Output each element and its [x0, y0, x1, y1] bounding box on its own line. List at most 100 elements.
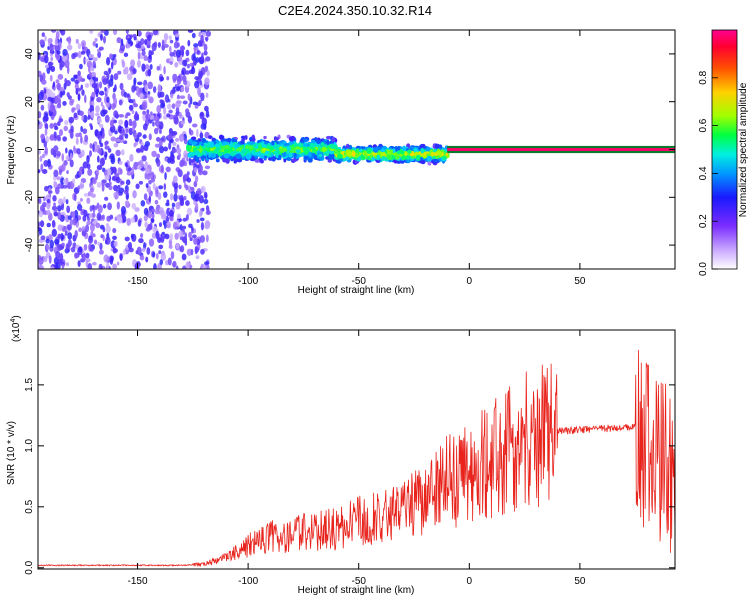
spectrogram-cell [108, 53, 113, 60]
spectrogram-cell [40, 133, 45, 140]
spectrogram-cell [191, 229, 194, 234]
spectrogram-cell [186, 248, 193, 256]
spectrogram-cell [117, 184, 121, 190]
spectrogram-cell [288, 141, 293, 146]
spectrogram-cell [123, 68, 126, 75]
spectrogram-cell [96, 164, 103, 171]
spectrogram-cell [193, 237, 198, 245]
spectrogram-cell [38, 254, 42, 261]
spectrogram-cell [120, 180, 125, 185]
spectrogram-cell [153, 127, 159, 135]
spectrogram-cell [158, 207, 165, 216]
spectrogram-cell [194, 76, 200, 81]
spectrogram-cell [83, 243, 88, 251]
spectrogram-cell [80, 135, 83, 144]
spectrogram-cell [173, 116, 179, 125]
spectrogram-cell [188, 189, 192, 193]
spectrogram-cell [170, 251, 175, 260]
spectrogram-cell [66, 44, 73, 51]
spectrogram-cell [72, 242, 77, 249]
spectrogram-cell [169, 153, 175, 162]
spectrogram-cell [141, 101, 148, 111]
spectrogram-cell [134, 207, 140, 212]
spectrogram-cell [46, 222, 51, 228]
spectrogram-cell [75, 39, 79, 44]
spectrogram-cell [172, 175, 178, 184]
spectrogram-cell [147, 81, 153, 90]
spectrogram-cell [131, 202, 137, 210]
spectrogram-cell [204, 77, 210, 86]
spectrogram-cell [143, 214, 148, 222]
spectrogram-cell [66, 170, 69, 175]
spectrogram-cell [366, 148, 373, 154]
spectrogram-cell [148, 179, 152, 185]
spectrogram-cell [175, 49, 181, 58]
spectrogram-cell [185, 108, 190, 114]
spectrogram-cell [49, 239, 55, 249]
spectrogram-cell [160, 102, 166, 109]
spectrogram-cell [337, 148, 341, 154]
spectrogram-cell [67, 36, 72, 45]
spectrogram-cell [143, 55, 148, 61]
spectrogram-cell [39, 155, 43, 162]
spectrogram-cell [180, 200, 185, 207]
spectrogram-cell [38, 210, 43, 218]
spectrogram-cell [57, 73, 64, 80]
spectrogram-cell [44, 35, 47, 42]
spectrogram-cell [113, 240, 118, 247]
spectrogram-cell [112, 228, 117, 234]
spectrogram-cell [102, 203, 107, 209]
spectrogram-cell [86, 220, 92, 226]
spectrogram-cell [58, 129, 64, 136]
spectrogram-cell [54, 126, 59, 131]
spectrogram-cell [56, 50, 61, 55]
spectrogram-cell [140, 233, 144, 238]
spectrogram-cell [141, 63, 146, 72]
spectrogram-cell [149, 171, 155, 178]
spectrogram-cell [205, 143, 210, 148]
spectrogram-cell [149, 222, 153, 231]
spectrogram-cell [113, 167, 117, 175]
spectrogram-cell [295, 149, 301, 154]
spectrogram-cell [203, 191, 208, 199]
spectrogram-cell [220, 145, 225, 150]
colorbar-tick-label: 0.0 [698, 262, 709, 276]
spectrogram-cell [194, 175, 199, 183]
spectrogram-cell [254, 159, 260, 163]
spectrogram-cell [131, 85, 136, 93]
spectrogram-cell [185, 145, 192, 151]
spectrogram-cell [181, 70, 185, 75]
spectrogram-cell [140, 142, 144, 147]
spectrogram-cell [63, 184, 68, 189]
spectrogram-cell [53, 180, 56, 188]
spectrogram-cell [199, 217, 205, 222]
spectrogram-cell [61, 242, 65, 247]
spectrogram-cell [100, 101, 104, 107]
spectrogram-cell [133, 142, 137, 148]
spectrogram-cell [57, 211, 62, 220]
spectrogram-cell [164, 171, 167, 180]
spectrogram-cell [171, 103, 176, 109]
spectrogram-cell [49, 74, 53, 82]
spectrogram-cell [234, 144, 241, 148]
spectrogram-cell [312, 147, 317, 153]
x-tick-label: -100 [238, 276, 258, 287]
spectrogram-cell [142, 110, 147, 115]
spectrogram-cell [202, 150, 206, 155]
spectrogram-cell [174, 232, 179, 240]
spectrogram-cell [64, 230, 68, 236]
spectrogram-cell [224, 148, 229, 154]
spectrogram-cell [125, 179, 131, 186]
spectrogram-cell [375, 159, 381, 163]
spectrogram-cell [200, 248, 205, 255]
spectrogram-cell [188, 138, 193, 145]
spectrogram-cell [78, 246, 83, 253]
spectrogram-cell [154, 210, 161, 215]
spectrogram-cell [163, 66, 166, 75]
spectrogram-cell [91, 82, 98, 89]
spectrogram-cell [88, 150, 93, 157]
spectrogram-cell [126, 171, 132, 176]
spectrogram-cell [176, 219, 180, 226]
spectrogram-cell [140, 200, 146, 207]
spectrogram-cell [89, 30, 94, 34]
